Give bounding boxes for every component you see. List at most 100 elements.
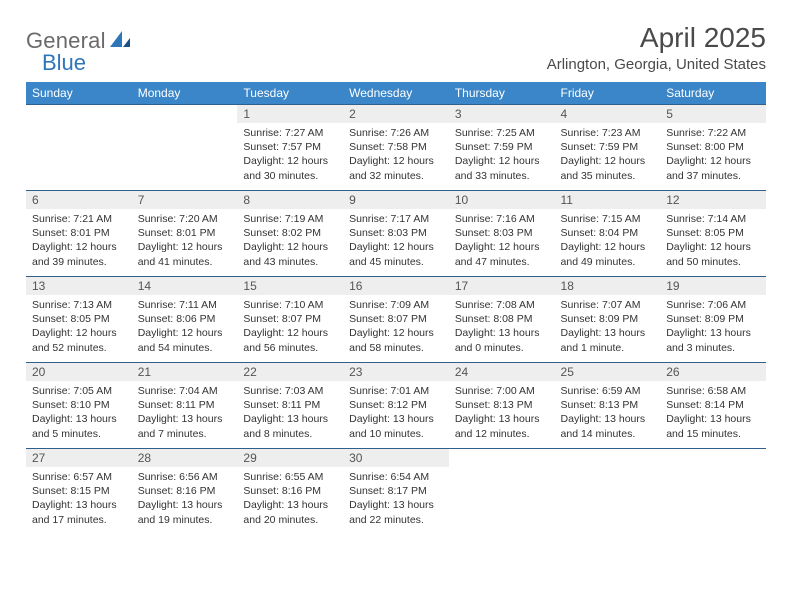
day-d2: and 45 minutes. (349, 255, 443, 269)
day-ss: Sunset: 7:57 PM (243, 140, 337, 154)
day-details: Sunrise: 7:16 AMSunset: 8:03 PMDaylight:… (449, 209, 555, 273)
calendar-week-row: 13Sunrise: 7:13 AMSunset: 8:05 PMDayligh… (26, 277, 766, 363)
calendar-day-cell: 21Sunrise: 7:04 AMSunset: 8:11 PMDayligh… (132, 363, 238, 449)
day-sr: Sunrise: 7:11 AM (138, 298, 232, 312)
day-number: 23 (343, 363, 449, 381)
day-sr: Sunrise: 7:05 AM (32, 384, 126, 398)
day-number: 13 (26, 277, 132, 295)
day-sr: Sunrise: 7:26 AM (349, 126, 443, 140)
calendar-day-cell (26, 105, 132, 191)
calendar-day-cell: 24Sunrise: 7:00 AMSunset: 8:13 PMDayligh… (449, 363, 555, 449)
day-d1: Daylight: 12 hours (32, 326, 126, 340)
day-d2: and 54 minutes. (138, 341, 232, 355)
calendar-week-row: 1Sunrise: 7:27 AMSunset: 7:57 PMDaylight… (26, 105, 766, 191)
day-ss: Sunset: 8:03 PM (455, 226, 549, 240)
day-d2: and 15 minutes. (666, 427, 760, 441)
day-number: 28 (132, 449, 238, 467)
day-details: Sunrise: 7:07 AMSunset: 8:09 PMDaylight:… (555, 295, 661, 359)
calendar-day-cell: 12Sunrise: 7:14 AMSunset: 8:05 PMDayligh… (660, 191, 766, 277)
day-details: Sunrise: 7:23 AMSunset: 7:59 PMDaylight:… (555, 123, 661, 187)
calendar-day-cell: 18Sunrise: 7:07 AMSunset: 8:09 PMDayligh… (555, 277, 661, 363)
day-number: 16 (343, 277, 449, 295)
day-number: 2 (343, 105, 449, 123)
day-ss: Sunset: 8:16 PM (243, 484, 337, 498)
day-sr: Sunrise: 7:06 AM (666, 298, 760, 312)
day-details: Sunrise: 7:13 AMSunset: 8:05 PMDaylight:… (26, 295, 132, 359)
day-d2: and 35 minutes. (561, 169, 655, 183)
day-sr: Sunrise: 7:07 AM (561, 298, 655, 312)
day-details: Sunrise: 7:04 AMSunset: 8:11 PMDaylight:… (132, 381, 238, 445)
day-d1: Daylight: 13 hours (666, 412, 760, 426)
day-number: 10 (449, 191, 555, 209)
day-number: 17 (449, 277, 555, 295)
day-ss: Sunset: 8:16 PM (138, 484, 232, 498)
day-d1: Daylight: 12 hours (561, 154, 655, 168)
calendar-day-cell: 1Sunrise: 7:27 AMSunset: 7:57 PMDaylight… (237, 105, 343, 191)
day-details: Sunrise: 7:21 AMSunset: 8:01 PMDaylight:… (26, 209, 132, 273)
day-d1: Daylight: 12 hours (349, 326, 443, 340)
weekday-header-row: SundayMondayTuesdayWednesdayThursdayFrid… (26, 82, 766, 105)
day-sr: Sunrise: 7:15 AM (561, 212, 655, 226)
calendar-day-cell: 8Sunrise: 7:19 AMSunset: 8:02 PMDaylight… (237, 191, 343, 277)
day-ss: Sunset: 8:01 PM (138, 226, 232, 240)
day-ss: Sunset: 8:13 PM (561, 398, 655, 412)
day-d1: Daylight: 12 hours (455, 154, 549, 168)
day-ss: Sunset: 8:12 PM (349, 398, 443, 412)
day-d2: and 22 minutes. (349, 513, 443, 527)
day-sr: Sunrise: 7:19 AM (243, 212, 337, 226)
calendar-day-cell: 16 Sunrise: 7:09 AMSunset: 8:07 PMDayligh… (343, 277, 449, 363)
day-d1: Daylight: 12 hours (666, 154, 760, 168)
calendar-day-cell: 14Sunrise: 7:11 AMSunset: 8:06 PMDayligh… (132, 277, 238, 363)
day-d1: Daylight: 13 hours (561, 412, 655, 426)
day-sr: Sunrise: 7:09 AM (349, 298, 443, 312)
day-sr: Sunrise: 6:57 AM (32, 470, 126, 484)
calendar-day-cell: 10Sunrise: 7:16 AMSunset: 8:03 PMDayligh… (449, 191, 555, 277)
calendar-day-cell: 13Sunrise: 7:13 AMSunset: 8:05 PMDayligh… (26, 277, 132, 363)
day-ss: Sunset: 8:15 PM (32, 484, 126, 498)
day-sr: Sunrise: 7:21 AM (32, 212, 126, 226)
day-sr: Sunrise: 6:55 AM (243, 470, 337, 484)
day-details: Sunrise: 7:27 AMSunset: 7:57 PMDaylight:… (237, 123, 343, 187)
day-d2: and 12 minutes. (455, 427, 549, 441)
calendar-day-cell (660, 449, 766, 535)
day-ss: Sunset: 8:07 PM (349, 312, 443, 326)
day-ss: Sunset: 7:59 PM (561, 140, 655, 154)
day-number: 4 (555, 105, 661, 123)
day-d1: Daylight: 12 hours (243, 240, 337, 254)
day-number: 18 (555, 277, 661, 295)
day-number: 27 (26, 449, 132, 467)
header: General Blue April 2025 Arlington, Georg… (26, 22, 766, 76)
day-number: 7 (132, 191, 238, 209)
page-title: April 2025 (547, 22, 766, 54)
day-sr: Sunrise: 7:13 AM (32, 298, 126, 312)
day-d1: Daylight: 13 hours (32, 498, 126, 512)
day-d1: Daylight: 12 hours (561, 240, 655, 254)
day-d2: and 52 minutes. (32, 341, 126, 355)
day-sr: Sunrise: 7:23 AM (561, 126, 655, 140)
day-ss: Sunset: 8:00 PM (666, 140, 760, 154)
day-number: 20 (26, 363, 132, 381)
calendar-day-cell: 15Sunrise: 7:10 AMSunset: 8:07 PMDayligh… (237, 277, 343, 363)
day-ss: Sunset: 8:07 PM (243, 312, 337, 326)
calendar-day-cell: 9Sunrise: 7:17 AMSunset: 8:03 PMDaylight… (343, 191, 449, 277)
day-details: Sunrise: 7:19 AMSunset: 8:02 PMDaylight:… (237, 209, 343, 273)
day-d2: and 32 minutes. (349, 169, 443, 183)
weekday-header: Thursday (449, 82, 555, 105)
day-ss: Sunset: 8:01 PM (32, 226, 126, 240)
day-ss: Sunset: 8:04 PM (561, 226, 655, 240)
day-number: 5 (660, 105, 766, 123)
day-details: Sunrise: 7:22 AMSunset: 8:00 PMDaylight:… (660, 123, 766, 187)
calendar-day-cell: 7Sunrise: 7:20 AMSunset: 8:01 PMDaylight… (132, 191, 238, 277)
day-d2: and 39 minutes. (32, 255, 126, 269)
calendar-day-cell: 29Sunrise: 6:55 AMSunset: 8:16 PMDayligh… (237, 449, 343, 535)
day-sr: Sunrise: 7:16 AM (455, 212, 549, 226)
day-ss: Sunset: 8:13 PM (455, 398, 549, 412)
day-details: Sunrise: 7:17 AMSunset: 8:03 PMDaylight:… (343, 209, 449, 273)
day-d2: and 47 minutes. (455, 255, 549, 269)
day-sr: Sunrise: 6:59 AM (561, 384, 655, 398)
day-details: Sunrise: 7:11 AMSunset: 8:06 PMDaylight:… (132, 295, 238, 359)
day-d1: Daylight: 12 hours (138, 326, 232, 340)
weekday-header: Friday (555, 82, 661, 105)
day-number: 25 (555, 363, 661, 381)
weekday-header: Wednesday (343, 82, 449, 105)
